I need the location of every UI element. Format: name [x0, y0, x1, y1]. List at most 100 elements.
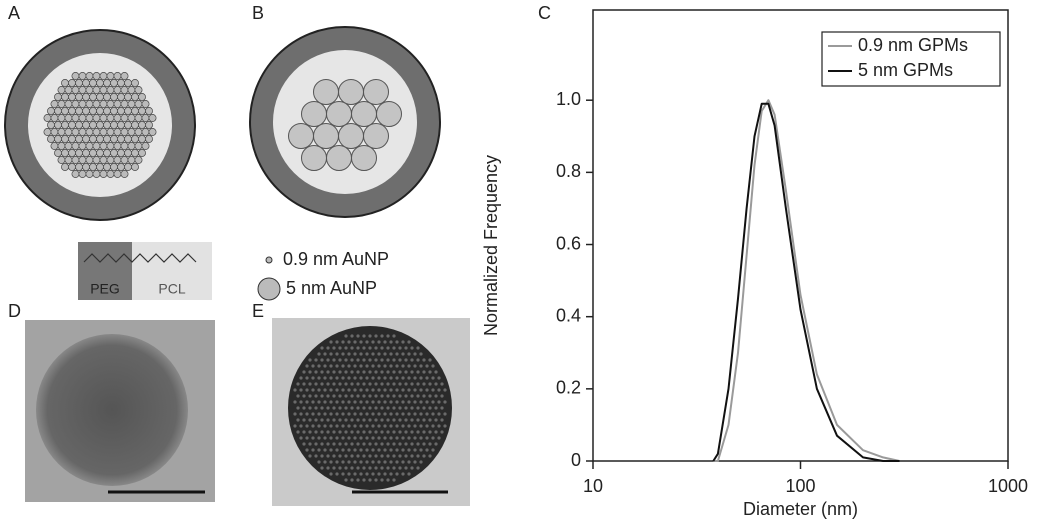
particle	[389, 400, 393, 404]
nanoparticle	[301, 101, 327, 127]
particle	[416, 418, 420, 422]
particle	[437, 424, 441, 428]
nanoparticle	[124, 121, 132, 129]
particle	[389, 388, 393, 392]
particle	[308, 442, 312, 446]
particle	[437, 388, 441, 392]
nanoparticle	[78, 86, 87, 94]
particle	[374, 418, 378, 422]
nanoparticle	[96, 135, 104, 143]
particle	[326, 442, 330, 446]
particle	[302, 430, 306, 434]
particle	[386, 346, 390, 350]
particle	[395, 400, 399, 404]
particle	[311, 424, 315, 428]
particle	[353, 364, 357, 368]
nanoparticle	[71, 170, 80, 178]
nanoparticle	[134, 114, 143, 122]
particle	[440, 406, 444, 410]
particle	[368, 466, 372, 470]
particle	[314, 406, 318, 410]
particle	[377, 340, 381, 344]
particle	[413, 376, 417, 380]
particle	[404, 466, 408, 470]
nanoparticle	[47, 121, 55, 129]
particle	[368, 382, 372, 386]
particle	[323, 436, 327, 440]
particle	[425, 400, 429, 404]
nanoparticle	[92, 142, 101, 150]
particle	[380, 442, 384, 446]
particle	[377, 448, 381, 452]
x-tick-label: 1000	[988, 476, 1028, 496]
particle	[356, 466, 360, 470]
particle	[407, 436, 411, 440]
nanoparticle	[134, 128, 143, 136]
nanoparticle	[89, 93, 97, 101]
nanoparticle	[110, 107, 118, 115]
particle	[395, 376, 399, 380]
particle	[422, 382, 426, 386]
particle	[350, 442, 354, 446]
particle	[422, 370, 426, 374]
nanoparticle	[134, 142, 143, 150]
nanoparticle	[120, 128, 129, 136]
particle	[440, 394, 444, 398]
particle	[329, 448, 333, 452]
particle	[323, 376, 327, 380]
particle	[359, 352, 363, 356]
particle	[320, 358, 324, 362]
nanoparticle	[103, 93, 111, 101]
nanoparticle	[47, 135, 55, 143]
particle	[431, 448, 435, 452]
y-tick-label: 0.4	[556, 305, 581, 325]
nanoparticle	[131, 121, 139, 129]
y-tick-label: 0.6	[556, 233, 581, 253]
nanoparticle	[57, 156, 66, 164]
nanoparticle	[75, 135, 83, 143]
particle	[314, 418, 318, 422]
nanoparticle	[75, 107, 83, 115]
particle	[398, 418, 402, 422]
particle	[341, 364, 345, 368]
particle	[344, 382, 348, 386]
particle	[377, 376, 381, 380]
particle	[311, 376, 315, 380]
particle	[413, 352, 417, 356]
particle	[431, 388, 435, 392]
particle	[392, 334, 396, 338]
nanoparticle	[127, 142, 136, 150]
legend-symbol	[257, 277, 281, 301]
nanoparticle	[113, 114, 122, 122]
particle	[431, 376, 435, 380]
particle	[425, 448, 429, 452]
particle	[353, 472, 357, 476]
particle	[311, 388, 315, 392]
chart: 0 0.2 0.4 0.6 0.8 1.0 10 100 1000 Diameter (nm) No…	[481, 9, 1028, 519]
particle	[356, 454, 360, 458]
particle	[320, 370, 324, 374]
particle	[314, 358, 318, 362]
copolymer-diagram: PEG PCL	[78, 242, 212, 300]
particle	[428, 442, 432, 446]
legend-label: 5 nm GPMs	[858, 60, 953, 80]
particle	[356, 382, 360, 386]
particle	[389, 424, 393, 428]
particle	[434, 430, 438, 434]
particle	[416, 382, 420, 386]
nanoparticle	[85, 128, 94, 136]
nanoparticle	[117, 149, 125, 157]
particle	[380, 454, 384, 458]
nanoparticle	[96, 121, 104, 129]
particle	[434, 370, 438, 374]
particle	[356, 346, 360, 350]
panel-label: E	[252, 301, 264, 321]
particle	[419, 364, 423, 368]
nanoparticle	[131, 93, 139, 101]
nanoparticle	[288, 123, 314, 149]
particle	[407, 364, 411, 368]
nanoparticle	[85, 86, 94, 94]
particle	[368, 418, 372, 422]
nanoparticle	[82, 107, 90, 115]
